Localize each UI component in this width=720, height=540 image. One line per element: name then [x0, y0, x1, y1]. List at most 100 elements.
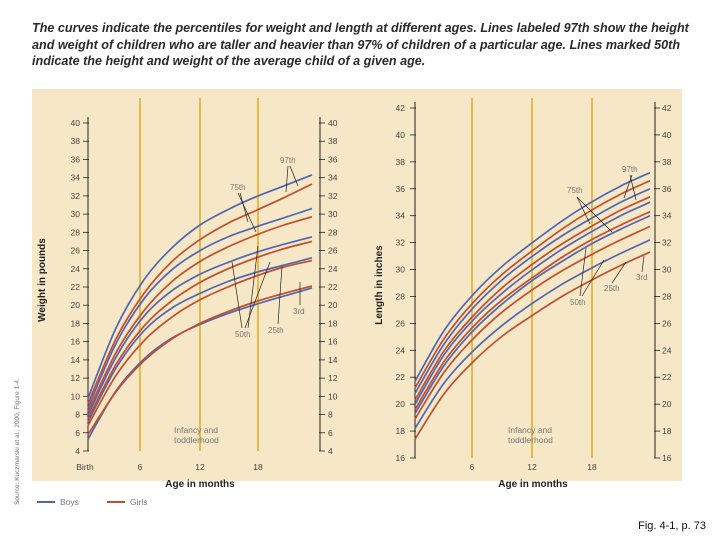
leader-line [641, 255, 645, 273]
y-tick-label: 22 [396, 372, 406, 382]
x-tick-label: 18 [253, 462, 263, 472]
y-tick-label: 20 [71, 300, 81, 310]
leader-line [231, 261, 243, 329]
y-tick-label: 12 [71, 373, 81, 383]
y-tick-label: 26 [396, 318, 406, 328]
y-tick-label: 32 [396, 238, 406, 248]
y-tick-label: 24 [328, 264, 338, 274]
y-tick-label: 16 [71, 337, 81, 347]
growth-curve-girls [414, 225, 651, 420]
y-tick-label: 8 [75, 410, 80, 420]
y-tick-label: 16 [396, 453, 406, 463]
x-axis-title: Age in months [165, 479, 235, 490]
percentile-label: 25th [268, 326, 284, 335]
y-tick-label: 38 [662, 157, 672, 167]
caption-line: and weight of children who are taller an… [32, 37, 681, 52]
growth-curve-girls [414, 179, 651, 389]
percentile-label: 3rd [636, 273, 648, 282]
y-tick-label: 10 [328, 391, 338, 401]
leader-line [579, 247, 587, 297]
y-tick-label: 28 [662, 291, 672, 301]
y-tick-label: 24 [396, 345, 406, 355]
y-tick-label: 26 [662, 318, 672, 328]
growth-curve-girls [414, 210, 651, 410]
growth-curve-boys [87, 174, 313, 399]
percentile-label: 50th [235, 330, 251, 339]
growth-curve-boys [414, 214, 651, 415]
y-tick-label: 6 [328, 428, 333, 438]
caption-line: The curves indicate the percentiles for … [32, 21, 689, 35]
y-tick-label: 18 [71, 318, 81, 328]
y-tick-label: 10 [71, 391, 81, 401]
legend-label: Girls [130, 497, 147, 507]
leader-line [581, 259, 605, 297]
y-axis-title: Length in inches [374, 245, 385, 325]
percentile-label: 50th [570, 298, 586, 307]
source-note: Source: Kuczmarski et al., 2000, Figure … [14, 378, 21, 505]
y-tick-label: 34 [662, 211, 672, 221]
growth-curve-girls [87, 215, 313, 413]
y-tick-label: 12 [328, 373, 338, 383]
y-tick-label: 28 [71, 227, 81, 237]
y-tick-label: 32 [71, 191, 81, 201]
growth-curve-boys [87, 236, 313, 416]
y-tick-label: 20 [662, 399, 672, 409]
y-tick-label: 32 [662, 238, 672, 248]
y-tick-label: 42 [662, 103, 672, 113]
percentile-label: 25th [604, 284, 620, 293]
y-tick-label: 18 [396, 426, 406, 436]
stage-annotation: Infancy and toddlerhood [508, 425, 553, 445]
growth-curve-boys [87, 287, 313, 440]
y-tick-label: 24 [71, 264, 81, 274]
x-tick-label: 6 [138, 462, 143, 472]
y-tick-label: 16 [328, 337, 338, 347]
y-tick-label: 14 [71, 355, 81, 365]
x-tick-label: 12 [195, 462, 205, 472]
y-tick-label: 40 [662, 130, 672, 140]
leader-line [576, 196, 613, 233]
y-tick-label: 4 [328, 446, 333, 456]
y-tick-label: 4 [75, 446, 80, 456]
y-tick-label: 30 [396, 265, 406, 275]
x-tick-label: 18 [587, 462, 597, 472]
y-tick-label: 18 [328, 318, 338, 328]
y-tick-label: 36 [71, 154, 81, 164]
y-tick-label: 34 [396, 211, 406, 221]
y-tick-label: 26 [328, 246, 338, 256]
y-tick-label: 36 [662, 184, 672, 194]
y-tick-label: 34 [328, 173, 338, 183]
leader-line [629, 174, 637, 201]
y-tick-label: 36 [328, 154, 338, 164]
leader-line [237, 192, 257, 233]
leader-line [247, 245, 259, 329]
growth-curve-boys [414, 239, 651, 429]
x-tick-label: 12 [527, 462, 537, 472]
y-tick-label: 28 [328, 227, 338, 237]
caption-line: indicate the height and weight of the av… [32, 54, 426, 68]
stage-annotation: Infancy and toddlerhood [174, 425, 219, 445]
growth-curve-boys [414, 188, 651, 394]
y-tick-label: 22 [662, 372, 672, 382]
y-tick-label: 40 [71, 118, 81, 128]
y-tick-label: 14 [328, 355, 338, 365]
growth-curve-girls [87, 259, 313, 426]
chart-background [32, 89, 682, 481]
y-tick-label: 18 [662, 426, 672, 436]
y-tick-label: 36 [396, 184, 406, 194]
growth-curve-girls [87, 240, 313, 420]
chart-caption: The curves indicate the percentiles for … [32, 20, 689, 70]
growth-curve-girls [87, 183, 313, 404]
leader-line [576, 196, 591, 225]
y-tick-label: 30 [662, 265, 672, 275]
leader-line [277, 265, 283, 325]
y-tick-label: 40 [328, 118, 338, 128]
growth-curve-girls [414, 196, 651, 401]
growth-curve-boys [87, 207, 313, 409]
percentile-label: 97th [280, 156, 296, 165]
x-axis-title: Age in months [498, 479, 568, 490]
growth-curve-girls [414, 251, 651, 440]
y-tick-label: 22 [328, 282, 338, 292]
y-axis-title: Weight in pounds [37, 238, 48, 322]
y-tick-label: 6 [75, 428, 80, 438]
